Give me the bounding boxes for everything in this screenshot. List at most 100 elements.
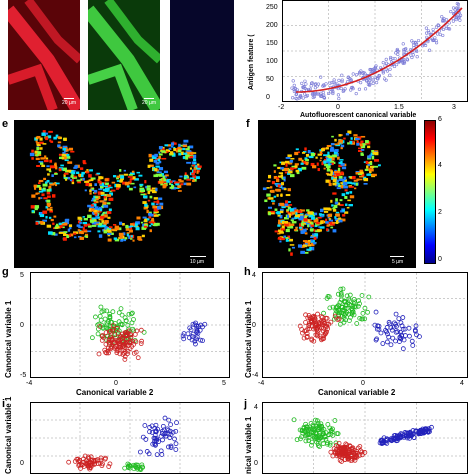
heatmap-pixel — [34, 154, 39, 156]
heatmap-pixel — [280, 167, 284, 170]
heatmap-pixel — [148, 221, 153, 224]
heatmap-pixel — [189, 155, 194, 159]
heatmap-pixel — [155, 157, 159, 161]
heatmap-pixel — [334, 222, 338, 224]
data-point — [407, 435, 412, 441]
heatmap-pixel — [196, 170, 199, 174]
data-point — [306, 322, 312, 328]
heatmap-pixel — [175, 183, 180, 186]
data-point — [300, 430, 306, 436]
heatmap-pixel — [285, 194, 291, 197]
heatmap-pixel — [156, 171, 162, 174]
heatmap-pixel — [31, 157, 34, 160]
data-point — [193, 320, 199, 326]
heatmap-pixel — [157, 213, 161, 216]
heatmap-pixel — [148, 216, 152, 219]
data-point — [116, 310, 122, 316]
heatmap-pixel — [278, 183, 283, 187]
heatmap-pixel — [361, 173, 365, 177]
data-point — [110, 326, 116, 332]
heatmap-pixel — [90, 208, 95, 212]
heatmap-pixel — [359, 143, 363, 147]
data-point — [107, 314, 113, 320]
heatmap-pixel — [42, 143, 47, 145]
scatter-plot-d — [282, 0, 468, 102]
heatmap-pixel — [331, 162, 334, 166]
heatmap-pixel — [296, 170, 300, 175]
heatmap-pixel — [340, 146, 343, 150]
scale-bar — [190, 256, 206, 257]
heatmap-pixel — [58, 231, 64, 234]
data-point — [189, 337, 195, 343]
data-point — [337, 78, 341, 83]
heatmap-pixel — [341, 208, 346, 211]
heatmap-pixel — [103, 204, 109, 208]
heatmap-pixel — [107, 216, 111, 219]
heatmap-pixel — [34, 206, 38, 211]
heatmap-pixel — [149, 189, 154, 192]
heatmap-pixel — [363, 177, 369, 182]
data-point — [323, 315, 329, 321]
data-point — [444, 18, 449, 22]
heatmap-pixel — [98, 206, 103, 211]
heatmap-pixel — [285, 163, 288, 167]
heatmap-pixel — [276, 177, 279, 180]
data-point — [91, 458, 97, 463]
heatmap-pixel — [302, 240, 308, 243]
heatmap-pixel — [310, 235, 315, 238]
heatmap-pixel — [341, 166, 347, 170]
data-point — [310, 81, 314, 85]
data-point — [304, 331, 310, 336]
data-point — [411, 40, 415, 45]
y-tick-g: -5 — [20, 372, 27, 379]
heatmap-pixel — [65, 220, 69, 225]
data-point — [173, 428, 179, 434]
data-point — [133, 464, 139, 470]
data-point — [139, 464, 145, 470]
heatmap-pixel — [91, 224, 97, 227]
heatmap-pixel — [64, 159, 69, 162]
data-point — [167, 428, 173, 434]
heatmap-pixel — [102, 188, 105, 192]
heatmap-pixel — [144, 218, 150, 221]
scale-bar — [64, 98, 74, 99]
data-point — [337, 96, 341, 101]
heatmap-pixel — [38, 161, 44, 163]
data-point — [104, 308, 110, 314]
heatmap-pixel — [94, 191, 97, 195]
heatmap-pixel — [143, 223, 148, 227]
heatmap-pixel — [80, 173, 84, 177]
data-point — [420, 44, 425, 48]
heatmap-pixel — [47, 205, 51, 208]
data-point — [166, 417, 172, 423]
heatmap-pixel — [91, 187, 95, 190]
data-point — [310, 92, 314, 96]
heatmap-pixel — [297, 210, 303, 214]
heatmap-pixel — [45, 215, 48, 219]
heatmap-pixel — [184, 172, 187, 176]
data-point — [341, 89, 345, 94]
heatmap-pixel — [283, 167, 289, 172]
data-point — [457, 15, 462, 19]
heatmap-pixel — [90, 204, 94, 207]
heatmap-pixel — [278, 229, 283, 232]
panel-letter-g: g — [2, 266, 9, 278]
heatmap-pixel — [147, 190, 151, 195]
heatmap-pixel — [63, 174, 66, 178]
data-point — [446, 26, 451, 31]
heatmap-pixel — [128, 187, 133, 191]
heatmap-pixel — [294, 165, 298, 168]
panel-letter-e: e — [2, 118, 9, 130]
heatmap-pixel — [340, 182, 344, 184]
heatmap-pixel — [335, 198, 338, 202]
data-point — [346, 79, 350, 84]
data-point — [106, 329, 112, 335]
heatmap-pixel — [182, 156, 186, 160]
heatmap-pixel — [144, 180, 147, 184]
heatmap-pixel — [54, 162, 57, 165]
heatmap-pixel — [173, 142, 177, 145]
heatmap-pixel — [61, 223, 67, 226]
heatmap-pixel — [53, 136, 57, 140]
data-point — [416, 429, 422, 434]
heatmap-pixel — [48, 130, 53, 133]
